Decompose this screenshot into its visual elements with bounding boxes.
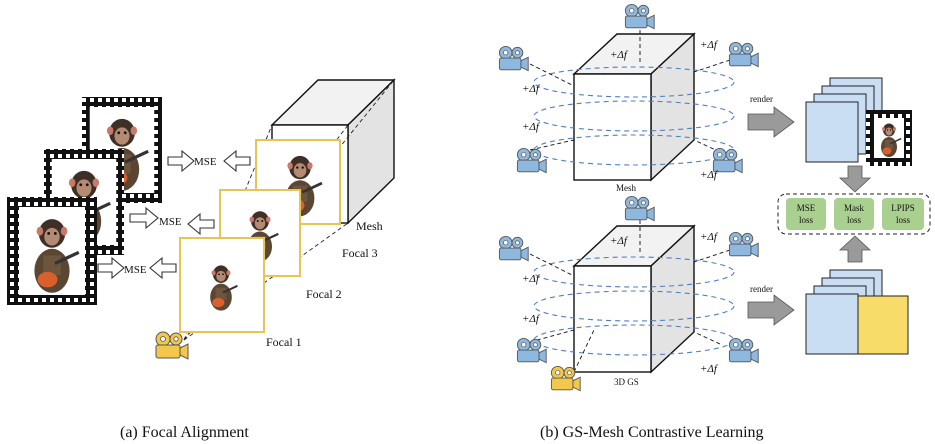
delta-label-1: +Δf (610, 49, 629, 61)
loss-mse: MSE loss (786, 198, 826, 230)
svg-text:MSE: MSE (797, 203, 816, 213)
caption-b: (b) GS-Mesh Contrastive Learning (540, 424, 764, 441)
caption-a: (a) Focal Alignment (120, 424, 249, 441)
gs-render-stack (805, 269, 909, 355)
delta-label-10: +Δf (700, 363, 719, 375)
delta-label-5: +Δf (700, 169, 719, 181)
delta-label-7: +Δf (700, 231, 719, 243)
mesh-label-b: Mesh (616, 183, 636, 193)
mse-arrow-2: MSE (129, 206, 215, 236)
camera-icon-b1 (624, 3, 655, 30)
focal-plane-1 (179, 237, 265, 333)
camera-icon-b2 (498, 45, 529, 72)
mse-arrow-3: MSE (97, 256, 177, 280)
svg-text:Mask: Mask (844, 203, 864, 213)
render-arrow-2 (747, 294, 795, 326)
svg-text:loss: loss (896, 215, 911, 225)
render-arrow-1 (747, 106, 795, 138)
loss-mask: Mask loss (834, 198, 874, 230)
delta-label-6: +Δf (610, 235, 629, 247)
down-arrow (838, 165, 872, 193)
camera-icon-b4 (516, 147, 547, 174)
mesh-label-a: Mesh (356, 219, 383, 233)
focal-label-3: Focal 3 (342, 246, 378, 260)
camera-icon-b3 (728, 41, 759, 68)
mesh-cube-b (572, 32, 696, 182)
mesh-render-stack (805, 77, 912, 166)
mse-label-2: MSE (159, 216, 182, 228)
gs-cube (572, 224, 696, 374)
delta-label-8: +Δf (522, 273, 541, 285)
svg-text:loss: loss (799, 215, 814, 225)
delta-label-2: +Δf (700, 39, 719, 51)
svg-text:LPIPS: LPIPS (891, 203, 915, 213)
camera-icon-b6 (624, 195, 655, 222)
render-label-1: render (750, 94, 773, 104)
camera-icon-b5 (712, 147, 743, 174)
delta-label-4: +Δf (522, 121, 541, 133)
mse-label-3: MSE (124, 264, 147, 276)
camera-icon-b8 (728, 231, 759, 258)
mse-arrow-1: MSE (167, 149, 251, 173)
film-strip-3 (7, 197, 97, 305)
panel-a: Mesh (7, 78, 396, 441)
camera-icon-b9 (516, 337, 547, 364)
camera-icon-b7 (498, 235, 529, 262)
focal-label-2: Focal 2 (306, 287, 342, 301)
loss-lpips: LPIPS loss (882, 198, 924, 230)
delta-label-9: +Δf (522, 313, 541, 325)
gs-label: 3D GS (614, 377, 639, 387)
mse-label-1: MSE (194, 156, 217, 168)
svg-text:loss: loss (847, 215, 862, 225)
focal-label-1: Focal 1 (266, 335, 302, 349)
delta-label-3: +Δf (522, 83, 541, 95)
up-arrow (838, 235, 872, 263)
camera-icon-a (155, 331, 189, 360)
camera-icon-b10 (728, 337, 759, 364)
panel-b: +Δf +Δf +Δf +Δf +Δf Mesh + (498, 3, 931, 441)
render-label-2: render (750, 284, 773, 294)
